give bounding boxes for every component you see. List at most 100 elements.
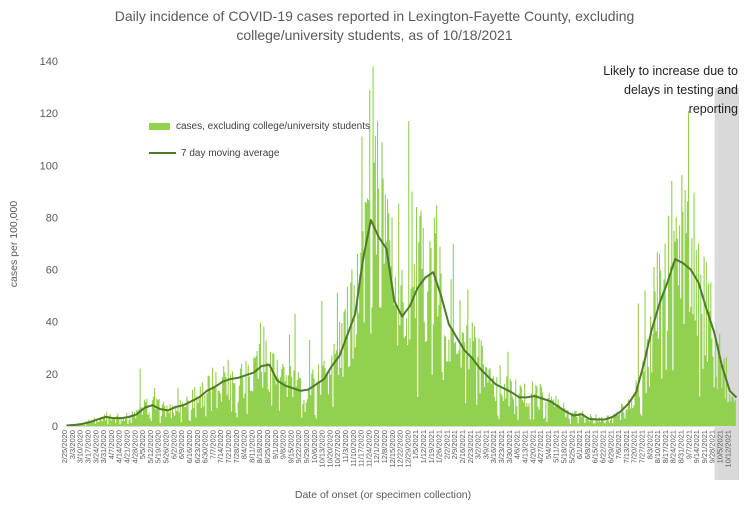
- x-axis-title: Date of onset (or specimen collection): [294, 489, 472, 501]
- legend-bar-swatch: [149, 122, 170, 130]
- x-tick-label: 2/16/2021: [458, 430, 467, 463]
- x-tick-label: 2/25/2020: [60, 430, 69, 463]
- x-tick-label: 12/8/2020: [380, 430, 389, 463]
- x-tick-label: 3/17/2020: [84, 430, 93, 463]
- x-tick-label: 4/14/2020: [115, 430, 124, 463]
- x-tick-label: 9/14/2021: [692, 430, 701, 463]
- x-tick-label: 12/29/2020: [403, 430, 412, 468]
- x-tick-label: 11/24/2020: [364, 430, 373, 467]
- x-tick-label: 7/13/2021: [622, 430, 631, 463]
- x-tick-label: 6/1/2021: [575, 430, 584, 459]
- delay-annotation: Likely to increase due to delays in test…: [556, 62, 738, 118]
- chart-title-line1: Daily incidence of COVID-19 cases report…: [114, 8, 635, 24]
- x-tick-label: 6/2/2020: [169, 430, 178, 459]
- x-tick-label: 6/30/2020: [201, 430, 210, 463]
- y-tick-label: 80: [46, 212, 58, 224]
- x-tick-label: 7/14/2020: [216, 430, 225, 463]
- x-tick-label: 8/11/2020: [247, 430, 256, 463]
- x-tick-label: 10/27/2020: [333, 430, 342, 468]
- x-tick-label: 7/6/2021: [614, 430, 623, 459]
- x-tick-label: 4/7/2020: [107, 430, 116, 459]
- x-tick-label: 6/15/2021: [591, 430, 600, 463]
- bars-series: [66, 66, 736, 427]
- x-tick-label: 9/29/2020: [302, 430, 311, 463]
- y-tick-label: 140: [40, 56, 58, 68]
- x-tick-label: 1/12/2021: [419, 430, 428, 463]
- x-tick-label: 9/8/2020: [279, 430, 288, 459]
- legend-item-moving-average: 7 day moving average: [149, 146, 370, 160]
- x-tick-label: 8/3/2021: [645, 430, 654, 459]
- x-tick-label: 10/6/2020: [310, 430, 319, 463]
- x-tick-label: 5/18/2021: [559, 430, 568, 463]
- x-tick-label: 10/12/2021: [723, 430, 732, 468]
- x-tick-label: 12/15/2020: [388, 430, 397, 468]
- x-tick-label: 5/19/2020: [154, 430, 163, 463]
- x-tick-label: 6/29/2021: [606, 430, 615, 463]
- y-tick-label: 0: [52, 421, 58, 433]
- x-tick-label: 4/13/2021: [520, 430, 529, 463]
- x-tick-label: 7/20/2021: [630, 430, 639, 463]
- x-tick-label: 3/2/2021: [474, 430, 483, 459]
- legend-line-label: 7 day moving average: [181, 147, 280, 159]
- x-tick-label: 10/20/2020: [325, 430, 334, 468]
- x-tick-label: 9/1/2020: [271, 430, 280, 459]
- x-tick-label: 9/15/2020: [286, 430, 295, 463]
- x-tick-label: 3/10/2020: [76, 430, 85, 463]
- x-tick-label: 4/6/2021: [513, 430, 522, 459]
- x-tick-label: 3/31/2020: [99, 430, 108, 463]
- x-tick-label: 2/23/2021: [466, 430, 475, 463]
- y-tick-label: 120: [40, 108, 58, 120]
- x-tick-label: 5/4/2021: [544, 430, 553, 459]
- x-tick-label: 6/23/2020: [193, 430, 202, 463]
- legend-bar-label: cases, excluding college/university stud…: [176, 120, 370, 132]
- x-tick-label: 12/22/2020: [396, 430, 405, 468]
- x-tick-label: 12/1/2020: [372, 430, 381, 463]
- x-tick-label: 1/26/2021: [435, 430, 444, 463]
- delay-annotation-line2: delays in testing and: [624, 82, 738, 97]
- x-tick-label: 8/25/2020: [263, 430, 272, 463]
- x-tick-label: 9/21/2021: [700, 430, 709, 463]
- x-tick-label: 8/4/2020: [240, 430, 249, 459]
- x-tick-label: 3/23/2021: [497, 430, 506, 463]
- y-tick-label: 40: [46, 317, 58, 329]
- x-tick-label: 7/7/2020: [208, 430, 217, 459]
- x-tick-label: 6/9/2020: [177, 430, 186, 459]
- x-tick-label: 6/16/2020: [185, 430, 194, 463]
- x-tick-label: 11/17/2020: [357, 430, 366, 467]
- x-tick-label: 4/21/2020: [123, 430, 132, 463]
- x-tick-label: 10/13/2020: [318, 430, 327, 468]
- x-tick-label: 8/24/2021: [669, 430, 678, 463]
- x-tick-label: 3/24/2020: [91, 430, 100, 463]
- x-tick-label: 8/31/2021: [676, 430, 685, 463]
- x-tick-label: 5/26/2020: [162, 430, 171, 463]
- legend: cases, excluding college/university stud…: [149, 119, 370, 173]
- x-tick-label: 2/2/2021: [442, 430, 451, 459]
- chart-title: Daily incidence of COVID-19 cases report…: [55, 7, 695, 45]
- y-tick-label: 60: [46, 265, 58, 277]
- x-tick-label: 3/16/2021: [489, 430, 498, 463]
- x-tick-label: 4/20/2021: [528, 430, 537, 463]
- delay-annotation-line3: reporting: [688, 101, 738, 116]
- x-tick-label: 5/25/2021: [567, 430, 576, 463]
- chart-title-line2: college/university students, as of 10/18…: [236, 26, 513, 43]
- x-tick-label: 8/10/2021: [653, 430, 662, 463]
- x-tick-label: 1/19/2021: [427, 430, 436, 463]
- legend-item-cases: cases, excluding college/university stud…: [149, 119, 370, 133]
- x-tick-label: 2/9/2021: [450, 430, 459, 459]
- x-tick-label: 6/8/2021: [583, 430, 592, 459]
- x-tick-label: 8/18/2020: [255, 430, 264, 463]
- x-tick-label: 3/3/2020: [68, 430, 77, 459]
- x-tick-label: 1/5/2021: [411, 430, 420, 459]
- delay-annotation-line1: Likely to increase due to: [603, 64, 738, 78]
- x-tick-label: 8/17/2021: [661, 430, 670, 463]
- x-tick-label: 5/5/2020: [138, 430, 147, 459]
- x-tick-label: 9/28/2021: [708, 430, 717, 463]
- x-tick-label: 5/11/2021: [552, 430, 561, 463]
- x-tick-label: 6/22/2021: [598, 430, 607, 463]
- x-tick-label: 10/5/2021: [716, 430, 725, 463]
- x-tick-label: 11/10/2020: [349, 430, 358, 467]
- x-tick-label: 4/27/2021: [536, 430, 545, 463]
- y-tick-label: 100: [40, 160, 58, 172]
- x-tick-label: 7/28/2020: [232, 430, 241, 463]
